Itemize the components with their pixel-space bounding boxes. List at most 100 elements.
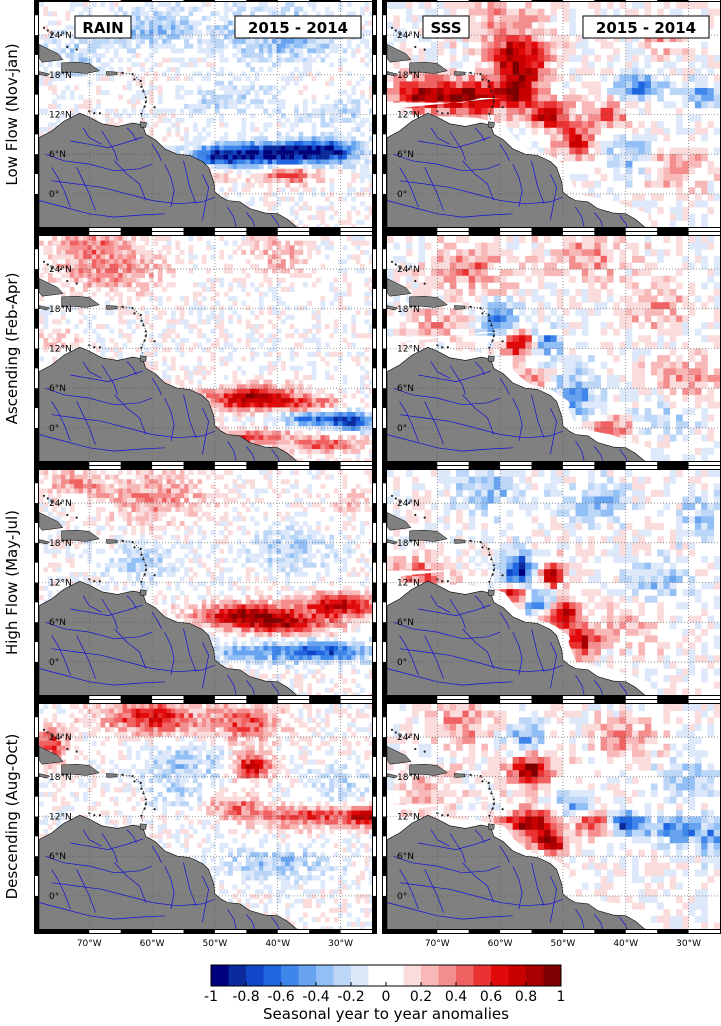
panel-sss-high-flow-may-jul: 0° 6°N 12°N 18°N 24°N bbox=[382, 465, 721, 700]
y-tick-label: 18°N bbox=[49, 71, 72, 81]
y-tick-label: 24°N bbox=[397, 265, 420, 275]
y-tick-label: 6°N bbox=[49, 852, 66, 862]
y-tick-label: 24°N bbox=[49, 499, 72, 509]
y-tick-label: 18°N bbox=[397, 71, 420, 81]
colorbar-title: Seasonal year to year anomalies bbox=[263, 1005, 509, 1023]
colorbar-swatch bbox=[316, 965, 334, 986]
y-tick-label: 24°N bbox=[397, 499, 420, 509]
y-tick-label: 24°N bbox=[397, 733, 420, 743]
y-tick-label: 0° bbox=[49, 424, 59, 434]
colorbar-tick-label: -0.2 bbox=[337, 989, 364, 1005]
rivers bbox=[387, 829, 628, 929]
y-tick-label: 0° bbox=[49, 658, 59, 668]
y-tick-label: 6°N bbox=[397, 150, 414, 160]
x-tick-labels: 70°W 60°W 50°W 40°W 30°W 70°W 60°W 50°W 40°W 30°W bbox=[77, 939, 701, 949]
colorbar-swatch bbox=[543, 965, 562, 986]
colorbar-swatch bbox=[438, 965, 457, 986]
y-tick-label: 18°N bbox=[397, 773, 420, 783]
y-tick-labels: 0° 6°N 12°N 18°N 24°N bbox=[49, 265, 72, 434]
colorbar-tick-label: -1 bbox=[204, 989, 218, 1005]
colorbar-tick-label: 0 bbox=[382, 989, 391, 1005]
land bbox=[39, 728, 300, 929]
map-panels: 0° 6°N 12°N 18°N 24°N RAIN 2015 - 2014 0° 6°N 12°… bbox=[34, 0, 721, 934]
y-tick-label: 12°N bbox=[49, 813, 72, 823]
y-tick-label: 12°N bbox=[397, 813, 420, 823]
colorbar-swatch bbox=[491, 965, 509, 986]
row-label-ascending-feb-apr: Ascending (Feb-Apr) bbox=[3, 273, 21, 425]
rivers bbox=[39, 127, 280, 227]
colorbar-swatch bbox=[333, 965, 352, 986]
y-tick-label: 6°N bbox=[49, 618, 66, 628]
panel-sss-low-flow-nov-jan: 0° 6°N 12°N 18°N 24°N SSS 2015 - 2014 bbox=[382, 0, 721, 232]
x-tick-label: 70°W bbox=[77, 939, 102, 949]
land bbox=[387, 494, 648, 695]
panel-sss-ascending-feb-apr: 0° 6°N 12°N 18°N 24°N bbox=[382, 231, 721, 466]
land bbox=[387, 728, 648, 929]
colorbar-tick-label: -0.4 bbox=[302, 989, 329, 1005]
rivers bbox=[387, 361, 628, 461]
panel-comparison-label: 2015 - 2014 bbox=[234, 15, 362, 39]
x-tick-label: 60°W bbox=[488, 939, 513, 949]
colorbar-swatch bbox=[508, 965, 527, 986]
comparison-years: 2015 - 2014 bbox=[596, 19, 696, 37]
colorbar-tick-label: -0.6 bbox=[267, 989, 294, 1005]
rivers bbox=[387, 595, 628, 695]
colorbar-swatch bbox=[403, 965, 422, 986]
y-tick-label: 24°N bbox=[397, 31, 420, 41]
row-label-descending-aug-oct: Descending (Aug-Oct) bbox=[3, 734, 21, 900]
colorbar-swatch bbox=[421, 965, 439, 986]
row-label-low-flow-nov-jan: Low Flow (Nov-jan) bbox=[3, 43, 21, 185]
map-frame bbox=[382, 699, 721, 934]
anomaly-field bbox=[39, 2, 372, 227]
x-tick-label: 40°W bbox=[265, 939, 290, 949]
colorbar-swatch bbox=[351, 965, 369, 986]
y-tick-label: 6°N bbox=[49, 384, 66, 394]
map-frame bbox=[382, 465, 721, 700]
y-tick-label: 0° bbox=[49, 892, 59, 902]
x-tick-label: 50°W bbox=[202, 939, 227, 949]
variable-name-sss: SSS bbox=[430, 19, 461, 37]
x-tick-label: 60°W bbox=[140, 939, 165, 949]
y-tick-label: 6°N bbox=[397, 852, 414, 862]
y-tick-label: 6°N bbox=[49, 150, 66, 160]
panel-rain-high-flow-may-jul: 0° 6°N 12°N 18°N 24°N bbox=[34, 465, 377, 700]
panel-sss-descending-aug-oct: 0° 6°N 12°N 18°N 24°N bbox=[382, 699, 721, 934]
x-tick-label: 30°W bbox=[328, 939, 353, 949]
rivers bbox=[39, 361, 280, 461]
y-tick-label: 12°N bbox=[397, 345, 420, 355]
y-tick-label: 12°N bbox=[397, 579, 420, 589]
x-tick-label: 50°W bbox=[550, 939, 575, 949]
row-label-high-flow-may-jul: High Flow (May-Jul) bbox=[3, 510, 21, 655]
colorbar-swatch bbox=[526, 965, 544, 986]
y-tick-label: 12°N bbox=[49, 111, 72, 121]
map-frame bbox=[34, 0, 377, 232]
colorbar-swatch bbox=[211, 965, 229, 986]
y-tick-label: 24°N bbox=[49, 31, 72, 41]
colorbar-tick-label: 0.4 bbox=[445, 989, 467, 1005]
map-frame bbox=[382, 231, 721, 466]
panel-comparison-label: 2015 - 2014 bbox=[582, 15, 710, 39]
panel-variable-label: SSS bbox=[422, 15, 470, 39]
land bbox=[387, 26, 648, 227]
row-labels: Low Flow (Nov-jan) Ascending (Feb-Apr) Hig… bbox=[3, 43, 21, 899]
y-tick-label: 0° bbox=[397, 190, 407, 200]
y-tick-label: 6°N bbox=[397, 384, 414, 394]
y-tick-label: 0° bbox=[397, 424, 407, 434]
x-tick-label: 30°W bbox=[676, 939, 701, 949]
colorbar-swatch bbox=[281, 965, 299, 986]
y-tick-label: 0° bbox=[397, 658, 407, 668]
colorbar-swatch bbox=[473, 965, 492, 986]
y-tick-label: 18°N bbox=[49, 305, 72, 315]
y-tick-label: 12°N bbox=[397, 111, 420, 121]
panel-variable-label: RAIN bbox=[74, 15, 132, 39]
colorbar-tick-label: 0.2 bbox=[410, 989, 432, 1005]
y-tick-label: 0° bbox=[49, 190, 59, 200]
colorbar-tick-label: 0.6 bbox=[480, 989, 502, 1005]
land bbox=[387, 260, 648, 461]
colorbar-tick-label: 1 bbox=[557, 989, 566, 1005]
colorbar-swatch bbox=[263, 965, 282, 986]
colorbar-tick-label: 0.8 bbox=[515, 989, 537, 1005]
y-tick-label: 12°N bbox=[49, 345, 72, 355]
colorbar-tick-label: -0.8 bbox=[232, 989, 259, 1005]
